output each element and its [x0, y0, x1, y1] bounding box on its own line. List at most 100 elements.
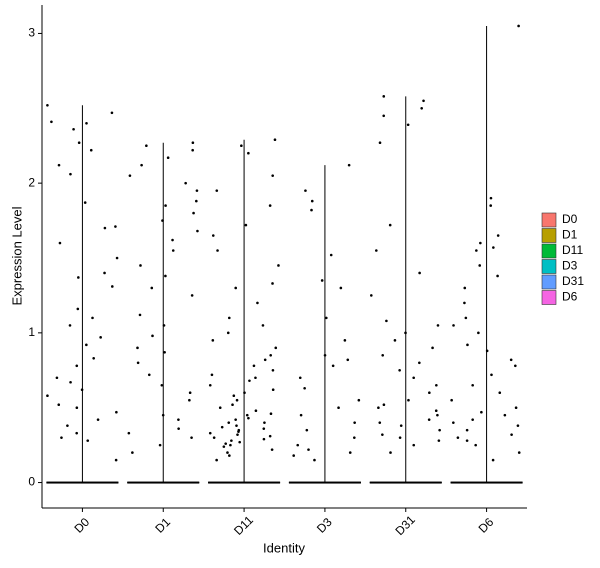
point	[128, 174, 132, 177]
legend-label: D11	[562, 243, 583, 257]
legend-swatch	[541, 243, 557, 259]
legend-label: D0	[562, 212, 578, 226]
legend-label: D31	[562, 274, 584, 288]
point	[514, 406, 518, 409]
point	[164, 204, 167, 207]
point	[477, 331, 480, 335]
point	[489, 196, 493, 200]
point	[465, 439, 469, 442]
point	[353, 436, 356, 439]
point	[273, 138, 277, 142]
point	[437, 439, 441, 442]
point	[471, 418, 474, 421]
point	[208, 431, 212, 435]
point	[114, 458, 118, 462]
point	[337, 406, 340, 409]
point	[162, 324, 166, 327]
point	[164, 274, 167, 278]
point	[227, 316, 231, 320]
point	[465, 428, 469, 432]
legend-swatch	[541, 212, 557, 228]
point	[357, 398, 361, 402]
point	[431, 346, 434, 350]
point	[434, 409, 438, 412]
point	[388, 223, 392, 227]
point	[220, 425, 224, 429]
point	[139, 264, 142, 267]
x-tick-label: D31	[392, 512, 418, 538]
point	[68, 324, 72, 327]
point	[188, 398, 191, 402]
point	[514, 364, 517, 368]
legend-label: D1	[562, 228, 578, 242]
point	[478, 264, 482, 267]
point	[224, 442, 227, 445]
point	[177, 427, 180, 430]
point	[516, 424, 520, 427]
point	[252, 364, 256, 368]
point	[80, 388, 84, 392]
point	[161, 219, 164, 222]
violin	[46, 105, 119, 484]
point	[450, 398, 453, 402]
point	[192, 211, 195, 215]
point	[329, 253, 333, 257]
point	[234, 286, 238, 290]
point	[466, 343, 469, 347]
x-tick-label: D11	[231, 513, 256, 538]
point	[382, 95, 386, 98]
point	[190, 294, 194, 297]
point	[490, 373, 493, 377]
point	[464, 316, 468, 320]
point	[211, 234, 215, 237]
point	[263, 358, 267, 362]
point	[496, 274, 499, 278]
point	[299, 413, 303, 417]
point	[83, 201, 87, 204]
point	[510, 433, 513, 436]
point	[151, 334, 154, 338]
y-tick-label: 1	[28, 325, 35, 339]
point	[491, 458, 495, 462]
point	[427, 418, 431, 421]
point	[503, 413, 507, 417]
point	[262, 427, 266, 430]
point	[254, 409, 258, 412]
point	[110, 111, 114, 115]
point	[163, 351, 166, 354]
y-tick-label: 2	[28, 175, 35, 189]
point	[140, 163, 143, 167]
point	[138, 313, 142, 317]
point	[227, 421, 231, 424]
legend-swatch	[541, 259, 557, 274]
point	[215, 458, 218, 462]
point	[110, 285, 114, 288]
point	[86, 439, 90, 442]
point	[77, 141, 81, 145]
point	[331, 364, 335, 368]
point	[216, 249, 219, 252]
point	[436, 413, 439, 417]
point	[310, 199, 314, 203]
point	[243, 391, 246, 395]
point	[323, 354, 327, 357]
point	[244, 223, 248, 227]
point	[353, 421, 356, 424]
legend-label: D3	[562, 259, 578, 273]
point	[381, 433, 384, 436]
point	[235, 424, 238, 427]
point	[479, 241, 482, 245]
violin	[450, 25, 523, 484]
x-tick-label: D6	[476, 515, 497, 536]
point	[475, 249, 478, 252]
legend-swatch	[541, 290, 557, 305]
point	[420, 106, 423, 110]
point	[271, 388, 275, 392]
point	[234, 418, 237, 421]
point	[69, 172, 72, 176]
point	[517, 451, 521, 454]
point	[46, 394, 49, 398]
point	[438, 428, 441, 432]
point	[496, 234, 500, 237]
point	[245, 413, 249, 417]
